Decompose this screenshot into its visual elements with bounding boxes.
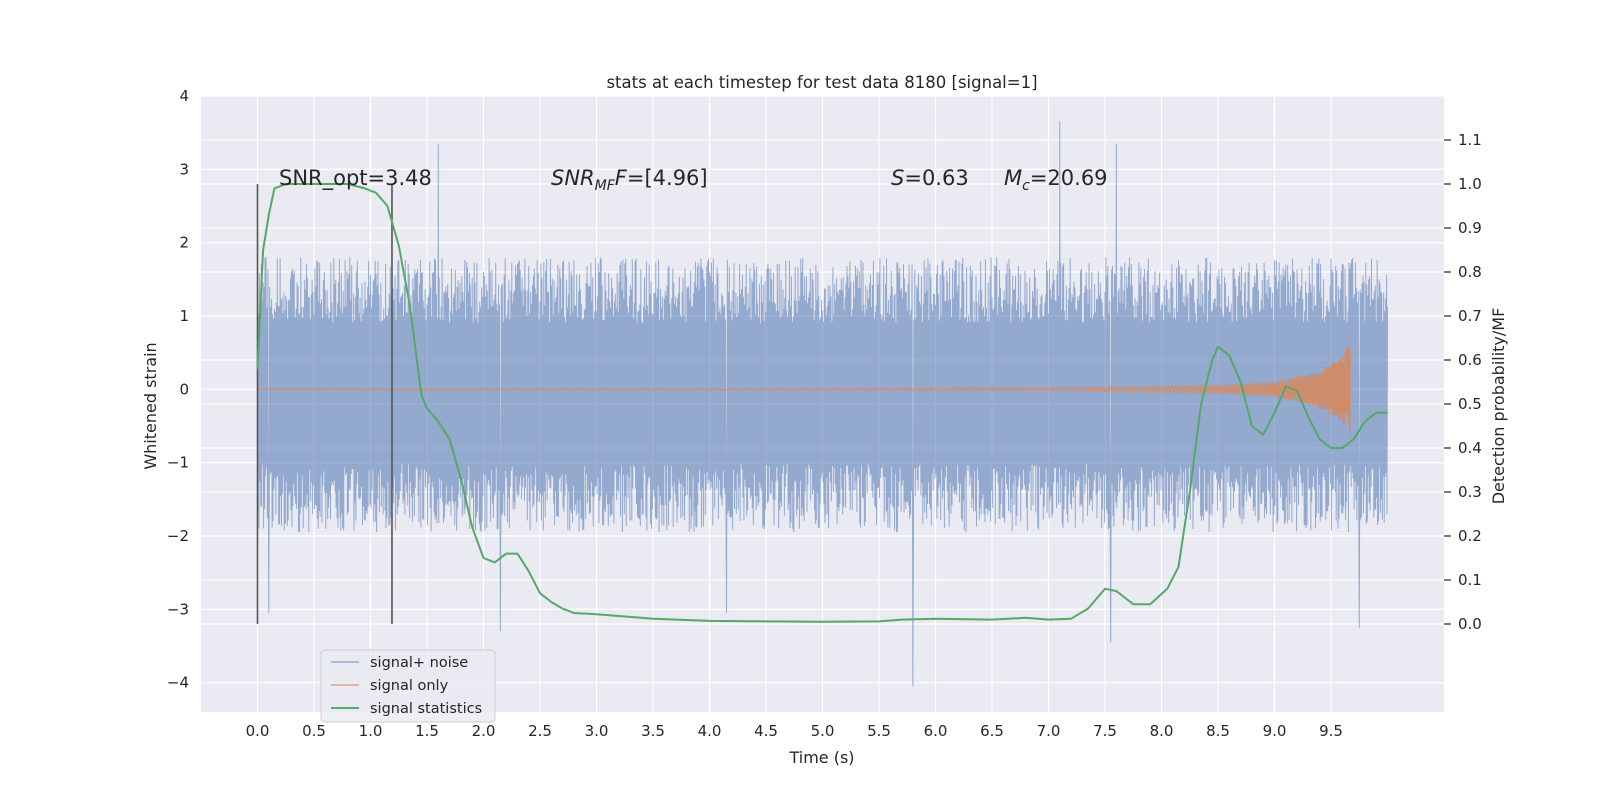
annotation-snr-mf-sub: MF bbox=[595, 178, 616, 194]
legend: signal+ noise signal only signal statist… bbox=[320, 649, 496, 723]
y-left-tick-label: 2 bbox=[179, 234, 189, 252]
y-right-axis-ticks: 1.1 1.0 0.9 0.8 0.7 0.6 0.5 0.4 0.3 0.2 0.1 0.0 bbox=[1444, 131, 1482, 633]
x-tick-label: 4.0 bbox=[698, 722, 722, 740]
x-tick-label: 9.0 bbox=[1263, 722, 1287, 740]
y-left-tick-label: 0 bbox=[179, 380, 189, 398]
x-tick-label: 3.5 bbox=[641, 722, 665, 740]
annotation-s: S=0.63 bbox=[891, 166, 969, 190]
x-tick-label: 4.5 bbox=[754, 722, 778, 740]
x-tick-label: 0.5 bbox=[302, 722, 326, 740]
x-tick-label: 5.5 bbox=[867, 722, 891, 740]
x-tick-label: 6.5 bbox=[980, 722, 1004, 740]
series-signal-statistics bbox=[256, 183, 1388, 623]
x-tick-label: 9.5 bbox=[1319, 722, 1343, 740]
y-right-tick-label: 0.1 bbox=[1458, 571, 1482, 589]
x-tick-label: 8.0 bbox=[1150, 722, 1174, 740]
annotation-snr-opt: SNR_opt=3.48 bbox=[279, 166, 432, 191]
x-tick-label: 3.0 bbox=[585, 722, 609, 740]
annotation-s-value: =0.63 bbox=[904, 166, 968, 190]
x-tick-label: 2.5 bbox=[528, 722, 552, 740]
annotation-snr-mf-base: SNR bbox=[551, 166, 595, 190]
line-signal-plus-noise bbox=[257, 121, 1388, 687]
y-right-tick-label: 1.0 bbox=[1458, 175, 1482, 193]
annotation-snr-mf-f: F bbox=[615, 166, 628, 190]
y-right-tick-label: 0.0 bbox=[1458, 615, 1482, 633]
y-left-axis-ticks: 4 3 2 1 0 −1 −2 −3 −4 bbox=[167, 87, 189, 692]
y-left-tick-label: −4 bbox=[167, 674, 189, 692]
line-signal-statistics bbox=[256, 183, 1388, 623]
annotation-mc-sub: c bbox=[1022, 178, 1030, 194]
x-tick-label: 1.0 bbox=[359, 722, 383, 740]
y-right-tick-label: 1.1 bbox=[1458, 131, 1482, 149]
series-signal-plus-noise bbox=[257, 121, 1388, 687]
chart-title: stats at each timestep for test data 818… bbox=[606, 73, 1037, 92]
legend-label-signal-statistics: signal statistics bbox=[370, 701, 482, 717]
y-right-tick-label: 0.8 bbox=[1458, 263, 1482, 281]
x-tick-label: 2.0 bbox=[472, 722, 496, 740]
x-axis-ticks: 0.0 0.5 1.0 1.5 2.0 2.5 3.0 3.5 4.0 4.5 5.0 5.5 6.0 6… bbox=[246, 722, 1343, 740]
y-left-tick-label: 3 bbox=[179, 160, 189, 178]
y-right-tick-label: 0.6 bbox=[1458, 351, 1482, 369]
y-right-tick-label: 0.5 bbox=[1458, 395, 1482, 413]
marker-lines bbox=[256, 184, 393, 624]
x-tick-label: 1.5 bbox=[415, 722, 439, 740]
annotation-mc: Mc=20.69 bbox=[1004, 166, 1108, 194]
y-left-tick-label: −2 bbox=[167, 527, 189, 545]
x-tick-label: 0.0 bbox=[246, 722, 270, 740]
annotation-mc-symbol: M bbox=[1004, 166, 1022, 190]
y-left-tick-label: 4 bbox=[179, 87, 189, 105]
y-left-tick-label: 1 bbox=[179, 307, 189, 325]
y-left-axis-label: Whitened strain bbox=[141, 342, 160, 469]
x-tick-label: 5.0 bbox=[811, 722, 835, 740]
x-axis-label: Time (s) bbox=[788, 748, 854, 767]
y-right-tick-label: 0.9 bbox=[1458, 219, 1482, 237]
series-signal-only bbox=[257, 345, 1351, 437]
y-right-tick-label: 0.4 bbox=[1458, 439, 1482, 457]
annotation-snr-mf-value: =[4.96] bbox=[627, 166, 708, 190]
x-tick-label: 7.5 bbox=[1093, 722, 1117, 740]
y-right-axis-label: Detection probability/MF bbox=[1489, 308, 1508, 505]
x-tick-label: 8.5 bbox=[1206, 722, 1230, 740]
y-left-tick-label: −1 bbox=[167, 454, 189, 472]
legend-label-signal-plus-noise: signal+ noise bbox=[370, 655, 468, 671]
annotation-mc-value: =20.69 bbox=[1030, 166, 1108, 190]
annotation-s-symbol: S bbox=[891, 166, 904, 190]
annotation-snr-mf: SNRMFF=[4.96] bbox=[551, 166, 708, 194]
x-tick-label: 6.0 bbox=[924, 722, 948, 740]
x-tick-label: 7.0 bbox=[1037, 722, 1061, 740]
y-left-tick-label: −3 bbox=[167, 600, 189, 618]
legend-label-signal-only: signal only bbox=[370, 678, 449, 694]
line-signal-only bbox=[257, 345, 1351, 437]
legend-box bbox=[320, 649, 496, 723]
y-right-tick-label: 0.2 bbox=[1458, 527, 1482, 545]
y-right-tick-label: 0.7 bbox=[1458, 307, 1482, 325]
y-right-tick-label: 0.3 bbox=[1458, 483, 1482, 501]
